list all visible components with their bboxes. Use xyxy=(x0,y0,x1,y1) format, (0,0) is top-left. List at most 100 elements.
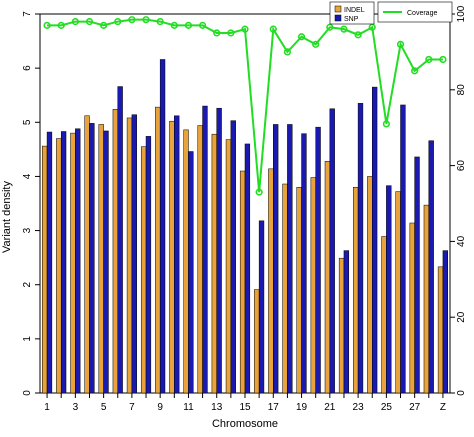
bar-indel xyxy=(409,222,415,394)
bar-snp xyxy=(46,131,53,394)
x-tick-label: 3 xyxy=(73,402,79,413)
coverage-point xyxy=(340,25,348,33)
coverage-point xyxy=(297,33,306,41)
bar-indel xyxy=(296,187,302,394)
bar-snp xyxy=(103,130,109,394)
bar-snp xyxy=(414,156,420,394)
y-axis-label: Variant density xyxy=(1,181,13,253)
bar-indel xyxy=(367,176,373,394)
coverage-point xyxy=(283,48,292,56)
coverage-point xyxy=(368,23,376,31)
bar-indel xyxy=(239,170,246,394)
x-tick-label: 13 xyxy=(211,402,223,413)
bar-snp xyxy=(230,120,236,394)
bar-indel xyxy=(70,132,76,394)
legend-swatch-indel xyxy=(334,5,342,13)
y2-tick-label: 100 xyxy=(456,5,467,22)
x-tick-label: 25 xyxy=(381,402,393,413)
coverage-point xyxy=(241,25,249,33)
bar-snp xyxy=(287,124,293,394)
y2-tick-label: 40 xyxy=(456,235,467,247)
bar-snp xyxy=(244,143,251,394)
x-tick-label: 27 xyxy=(409,402,421,413)
bar-indel xyxy=(183,129,189,394)
coverage-point xyxy=(114,17,122,26)
bar-indel xyxy=(268,168,274,394)
x-tick-label: 23 xyxy=(353,402,365,413)
coverage-point xyxy=(184,21,193,29)
bar-indel xyxy=(395,191,401,394)
bar-snp xyxy=(442,250,448,394)
coverage-point xyxy=(255,188,263,196)
line-legend-box xyxy=(377,1,453,23)
bar-snp xyxy=(386,185,392,394)
bar-snp xyxy=(202,105,208,394)
y-tick-label: 6 xyxy=(22,65,33,71)
x-tick-label: 11 xyxy=(183,402,194,413)
coverage-point xyxy=(100,21,108,29)
bar-indel xyxy=(324,161,331,394)
bar-indel xyxy=(84,115,90,394)
bar-snp xyxy=(117,86,123,394)
coverage-point xyxy=(198,21,207,29)
y-tick-label: 5 xyxy=(22,119,33,125)
legend-label-indel: INDEL xyxy=(344,7,365,14)
coverage-point xyxy=(142,16,150,24)
bar-snp xyxy=(159,59,166,394)
bar-indel xyxy=(211,133,217,394)
y2-tick-label: 20 xyxy=(456,311,467,323)
y-tick-label: 7 xyxy=(22,11,33,17)
bar-snp xyxy=(145,136,152,394)
bar-indel xyxy=(381,236,387,394)
coverage-point xyxy=(227,29,235,37)
bar-indel xyxy=(254,289,260,394)
bar-snp xyxy=(357,103,364,394)
x-tick-label: 17 xyxy=(268,402,280,413)
bar-snp xyxy=(400,104,406,394)
bar-snp xyxy=(75,128,81,394)
bar-indel xyxy=(56,138,62,394)
y2-tick-label: 80 xyxy=(456,84,467,96)
bar-snp xyxy=(329,108,335,394)
x-tick-label: 7 xyxy=(129,402,135,413)
bar-snp xyxy=(315,126,321,394)
coverage-point xyxy=(326,23,334,31)
y2-tick-label: 60 xyxy=(456,160,467,172)
bar-snp xyxy=(343,250,350,394)
bar-snp xyxy=(428,140,434,394)
bar-snp xyxy=(258,220,265,394)
bar-indel xyxy=(126,117,133,394)
coverage-point xyxy=(411,67,419,75)
bar-indel xyxy=(282,183,288,394)
x-tick-label: 19 xyxy=(296,402,308,413)
coverage-point xyxy=(57,21,65,29)
bar-indel xyxy=(169,120,175,394)
x-tick-label: 5 xyxy=(101,402,107,413)
bar-indel xyxy=(423,204,430,394)
coverage-line xyxy=(47,18,443,193)
bar-indel xyxy=(112,109,119,394)
bar-snp xyxy=(89,123,95,394)
bar-indel xyxy=(197,125,203,394)
coverage-point xyxy=(85,17,94,26)
coverage-point xyxy=(43,21,51,29)
x-tick-label: 9 xyxy=(157,402,163,413)
x-tick-label: 1 xyxy=(44,402,50,413)
bar-indel xyxy=(338,257,345,394)
bar-snp xyxy=(131,114,137,394)
bar-indel xyxy=(437,266,444,394)
coverage-point xyxy=(156,17,164,26)
coverage-point xyxy=(128,16,136,24)
coverage-point xyxy=(71,17,79,26)
bar-indel xyxy=(353,187,359,394)
x-tick-label: 21 xyxy=(324,402,336,413)
y-tick-label: 2 xyxy=(22,281,33,287)
bar-snp xyxy=(174,115,180,394)
y-tick-label: 4 xyxy=(22,173,33,179)
bar-indel xyxy=(98,124,104,394)
legend-label-coverage: Coverage xyxy=(407,10,437,17)
bar-indel xyxy=(155,106,161,394)
coverage-point xyxy=(439,55,447,64)
